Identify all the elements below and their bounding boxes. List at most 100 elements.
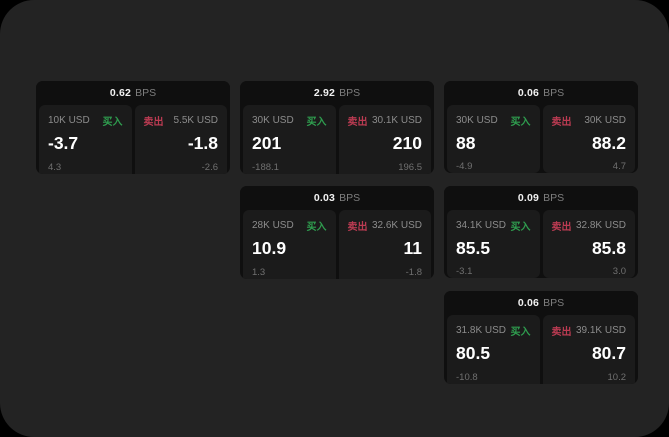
quote-panel[interactable]: 2.92 BPS 30K USD 买入 201 -188.1 卖出 30.1K USD 210 1… <box>240 81 434 174</box>
quote-side-bid[interactable]: 28K USD 买入 10.9 1.3 <box>243 210 336 279</box>
spread-value: 0.06 <box>517 87 540 99</box>
delta-value: -3.1 <box>456 265 473 277</box>
price-value: -1.8 <box>187 133 218 153</box>
quote-sides: 28K USD 买入 10.9 1.3 卖出 32.6K USD 11 -1.8 <box>240 210 434 279</box>
quote-side-ask[interactable]: 卖出 32.6K USD 11 -1.8 <box>338 210 431 279</box>
delta-value: 4.7 <box>612 160 626 172</box>
quote-panel[interactable]: 0.62 BPS 10K USD 买入 -3.7 4.3 卖出 5.5K USD -1.8 -2.… <box>36 81 230 174</box>
quote-panel[interactable]: 0.06 BPS 30K USD 买入 88 -4.9 卖出 30K USD 88.2 4.7 <box>444 81 638 173</box>
spread-header: 0.03 BPS <box>240 186 434 210</box>
spread-unit-label: BPS <box>543 192 565 204</box>
quote-sides: 30K USD 买入 201 -188.1 卖出 30.1K USD 210 196.5 <box>240 105 434 174</box>
side-top-row: 30K USD 买入 <box>252 114 327 128</box>
quote-side-ask[interactable]: 卖出 30.1K USD 210 196.5 <box>338 105 431 174</box>
price-value: 88.2 <box>591 133 626 153</box>
buy-action-label[interactable]: 买入 <box>510 222 531 233</box>
price-value: 88 <box>456 133 476 153</box>
side-top-row: 31.8K USD 买入 <box>456 324 531 338</box>
side-top-row: 卖出 30.1K USD <box>347 114 423 128</box>
sell-action-label[interactable]: 卖出 <box>551 327 572 338</box>
delta-value: -2.6 <box>201 161 218 173</box>
price-value: 201 <box>252 133 282 153</box>
order-size-label: 30K USD <box>252 115 294 126</box>
order-size-label: 10K USD <box>48 115 90 126</box>
delta-value: -188.1 <box>252 161 279 173</box>
sell-action-label[interactable]: 卖出 <box>347 222 368 233</box>
quote-side-bid[interactable]: 30K USD 买入 88 -4.9 <box>447 105 540 173</box>
delta-value: 4.3 <box>48 161 62 173</box>
quote-panel[interactable]: 0.09 BPS 34.1K USD 买入 85.5 -3.1 卖出 32.8K USD 85.… <box>444 186 638 278</box>
order-size-label: 5.5K USD <box>173 115 218 126</box>
side-top-row: 卖出 30K USD <box>551 114 627 128</box>
delta-value: 10.2 <box>607 371 627 383</box>
delta-value: -10.8 <box>456 371 478 383</box>
spread-value: 0.03 <box>313 192 336 204</box>
spread-header: 0.06 BPS <box>444 291 638 315</box>
price-value: 85.8 <box>591 238 626 258</box>
quote-side-ask[interactable]: 卖出 39.1K USD 80.7 10.2 <box>542 315 635 384</box>
quote-side-bid[interactable]: 30K USD 买入 201 -188.1 <box>243 105 336 174</box>
order-size-label: 32.6K USD <box>371 220 422 231</box>
sell-action-label[interactable]: 卖出 <box>347 117 368 128</box>
quote-side-ask[interactable]: 卖出 5.5K USD -1.8 -2.6 <box>134 105 227 174</box>
order-size-label: 39.1K USD <box>575 325 626 336</box>
delta-value: 3.0 <box>612 265 626 277</box>
side-top-row: 34.1K USD 买入 <box>456 219 531 233</box>
side-top-row: 卖出 5.5K USD <box>143 114 219 128</box>
price-value: 80.7 <box>591 343 626 363</box>
order-size-label: 30K USD <box>456 115 498 126</box>
order-size-label: 28K USD <box>252 220 294 231</box>
quote-sides: 10K USD 买入 -3.7 4.3 卖出 5.5K USD -1.8 -2.6 <box>36 105 230 174</box>
sell-action-label[interactable]: 卖出 <box>551 222 572 233</box>
side-top-row: 卖出 32.8K USD <box>551 219 627 233</box>
sell-action-label[interactable]: 卖出 <box>551 117 572 128</box>
quote-sides: 30K USD 买入 88 -4.9 卖出 30K USD 88.2 4.7 <box>444 105 638 173</box>
spread-value: 0.09 <box>517 192 540 204</box>
price-value: -3.7 <box>48 133 79 153</box>
buy-action-label[interactable]: 买入 <box>510 117 531 128</box>
spread-value: 0.62 <box>109 87 132 99</box>
quote-panel[interactable]: 0.03 BPS 28K USD 买入 10.9 1.3 卖出 32.6K USD 11 -1.8 <box>240 186 434 279</box>
delta-value: -4.9 <box>456 160 473 172</box>
sell-action-label[interactable]: 卖出 <box>143 117 164 128</box>
spread-header: 2.92 BPS <box>240 81 434 105</box>
side-top-row: 30K USD 买入 <box>456 114 531 128</box>
quote-side-ask[interactable]: 卖出 30K USD 88.2 4.7 <box>542 105 635 173</box>
quote-side-bid[interactable]: 34.1K USD 买入 85.5 -3.1 <box>447 210 540 278</box>
quote-panel[interactable]: 0.06 BPS 31.8K USD 买入 80.5 -10.8 卖出 39.1K USD 80… <box>444 291 638 384</box>
buy-action-label[interactable]: 买入 <box>510 327 531 338</box>
price-value: 10.9 <box>252 238 287 258</box>
spread-header: 0.62 BPS <box>36 81 230 105</box>
spread-header: 0.06 BPS <box>444 81 638 105</box>
delta-value: 1.3 <box>252 266 266 278</box>
delta-value: 196.5 <box>398 161 422 173</box>
quote-sides: 34.1K USD 买入 85.5 -3.1 卖出 32.8K USD 85.8 3.0 <box>444 210 638 278</box>
price-value: 85.5 <box>456 238 491 258</box>
spread-unit-label: BPS <box>339 192 361 204</box>
side-top-row: 28K USD 买入 <box>252 219 327 233</box>
spread-unit-label: BPS <box>339 87 361 99</box>
side-top-row: 卖出 39.1K USD <box>551 324 627 338</box>
side-top-row: 10K USD 买入 <box>48 114 123 128</box>
order-size-label: 34.1K USD <box>456 220 507 231</box>
order-size-label: 31.8K USD <box>456 325 507 336</box>
spread-value: 2.92 <box>313 87 336 99</box>
price-value: 11 <box>403 238 423 258</box>
buy-action-label[interactable]: 买入 <box>102 117 123 128</box>
quote-board: 0.62 BPS 10K USD 买入 -3.7 4.3 卖出 5.5K USD -1.8 -2.… <box>36 81 638 391</box>
spread-unit-label: BPS <box>135 87 157 99</box>
spread-unit-label: BPS <box>543 87 565 99</box>
order-size-label: 32.8K USD <box>575 220 626 231</box>
side-top-row: 卖出 32.6K USD <box>347 219 423 233</box>
price-value: 80.5 <box>456 343 491 363</box>
spread-value: 0.06 <box>517 297 540 309</box>
buy-action-label[interactable]: 买入 <box>306 117 327 128</box>
quote-side-ask[interactable]: 卖出 32.8K USD 85.8 3.0 <box>542 210 635 278</box>
quote-side-bid[interactable]: 10K USD 买入 -3.7 4.3 <box>39 105 132 174</box>
price-value: 210 <box>392 133 422 153</box>
delta-value: -1.8 <box>405 266 422 278</box>
quote-side-bid[interactable]: 31.8K USD 买入 80.5 -10.8 <box>447 315 540 384</box>
quote-sides: 31.8K USD 买入 80.5 -10.8 卖出 39.1K USD 80.7 10.2 <box>444 315 638 384</box>
spread-unit-label: BPS <box>543 297 565 309</box>
buy-action-label[interactable]: 买入 <box>306 222 327 233</box>
